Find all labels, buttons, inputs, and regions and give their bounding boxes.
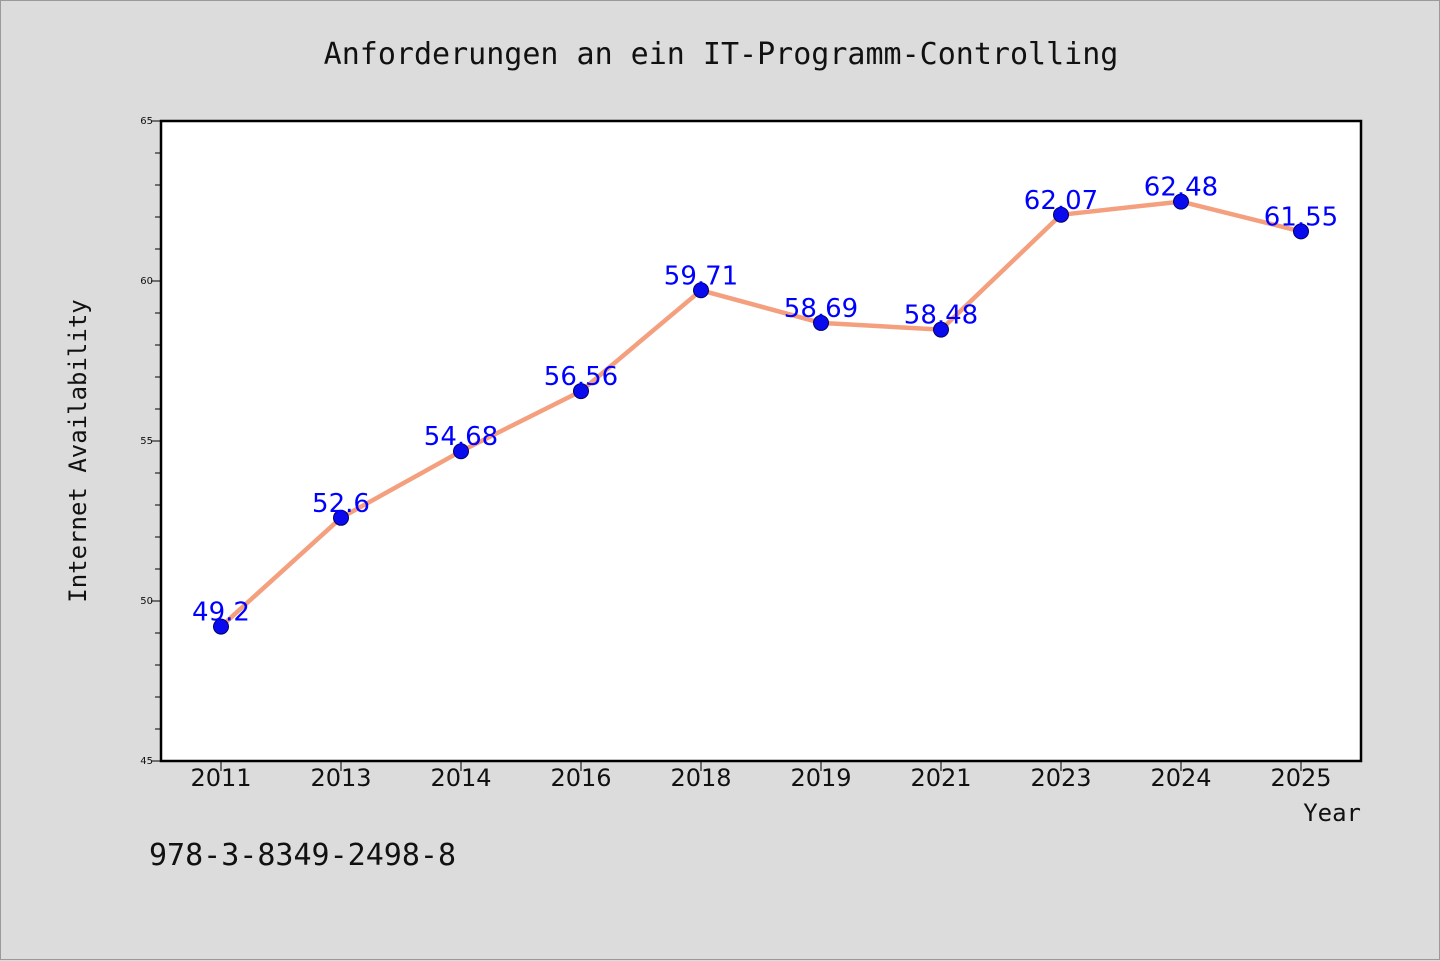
data-point — [693, 282, 709, 299]
data-label: 62.07 — [1024, 186, 1098, 216]
data-labels: 49.2 52.6 54.68 56.56 59.71 58.69 58.48 62.07 62… — [192, 173, 1338, 628]
x-axis: 2011 2013 2014 2016 2018 2019 2021 2023 2024 2025 — [190, 761, 1332, 792]
y-axis-label: Internet Availability — [64, 299, 92, 602]
data-point — [1173, 193, 1189, 210]
x-tick-label: 2024 — [1150, 764, 1211, 792]
data-point — [813, 314, 829, 331]
y-tick-label: 50 — [140, 596, 153, 607]
data-point — [213, 618, 229, 635]
data-label: 58.48 — [904, 301, 978, 331]
x-tick-label: 2016 — [550, 764, 611, 792]
plot-area — [159, 119, 1363, 763]
data-label: 52.6 — [312, 489, 370, 519]
x-tick-label: 2019 — [790, 764, 851, 792]
y-tick-label: 65 — [140, 116, 153, 127]
series-line — [218, 199, 1304, 629]
x-tick-label: 2025 — [1270, 764, 1331, 792]
y-tick-label: 55 — [140, 436, 153, 447]
data-label: 54.68 — [424, 422, 498, 452]
data-label: 56.56 — [544, 362, 618, 392]
data-point — [1293, 223, 1309, 240]
y-tick-label: 45 — [140, 756, 153, 767]
data-label: 58.69 — [784, 294, 858, 324]
data-point — [573, 383, 589, 400]
y-axis: 45 50 55 60 65 — [140, 116, 161, 767]
x-tick-label: 2014 — [430, 764, 491, 792]
x-tick-label: 2021 — [910, 764, 971, 792]
data-point — [333, 509, 349, 526]
series-group — [213, 193, 1309, 635]
footnote-isbn: 978-3-8349-2498-8 — [149, 838, 456, 873]
x-tick-label: 2018 — [670, 764, 731, 792]
x-tick-label: 2011 — [190, 764, 251, 792]
x-tick-label: 2013 — [310, 764, 371, 792]
x-axis-label: Year — [1303, 799, 1361, 827]
data-label: 62.48 — [1144, 173, 1218, 203]
data-label: 49.2 — [192, 598, 250, 628]
data-point — [453, 443, 469, 460]
data-point — [933, 321, 949, 338]
data-point — [1053, 206, 1069, 223]
chart-title: Anforderungen an ein IT-Programm-Control… — [324, 37, 1119, 72]
data-label: 61.55 — [1264, 202, 1338, 232]
y-tick-label: 60 — [140, 276, 153, 287]
data-label: 59.71 — [664, 261, 738, 291]
x-tick-label: 2023 — [1030, 764, 1091, 792]
